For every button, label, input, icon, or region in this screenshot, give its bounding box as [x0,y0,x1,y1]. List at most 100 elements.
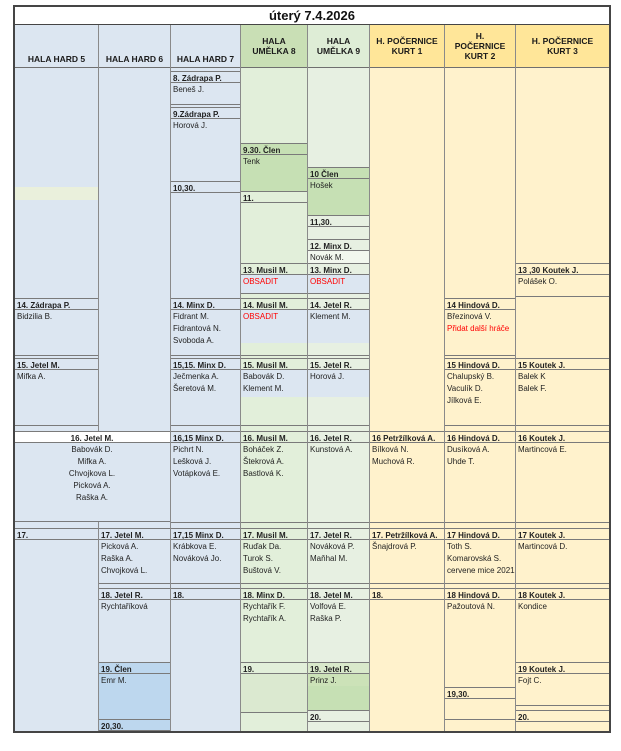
player-name-cell[interactable]: Rychtařík F. [243,602,286,611]
slot-header-cell[interactable]: 19. Člen [99,662,170,674]
player-name-cell[interactable]: Prinz J. [308,674,369,686]
player-name-cell[interactable]: Balek K [518,372,546,381]
player-name-cell[interactable]: Mifka A. [77,457,107,466]
player-name-cell[interactable]: Tenk [241,155,307,167]
player-name-cell[interactable]: Babovák D. [71,445,113,454]
slot-header-cell[interactable]: 18. Jetel M. [308,588,369,600]
slot-header-cell[interactable]: 16,15 Minx D. [171,431,240,443]
player-name-cell[interactable]: Nováková P. [310,542,355,551]
slot-header-cell[interactable]: 19. Jetel R. [308,662,369,674]
slot-header-cell[interactable]: 15 Hindová D. [445,358,515,370]
player-name-cell[interactable]: Uhde T. [447,457,475,466]
slot-header-cell[interactable]: 16. Jetel M. [15,431,170,443]
slot-header-cell[interactable]: 11,30. [308,215,369,227]
player-name-cell[interactable]: Rychtařík A. [243,614,287,623]
player-name-cell[interactable]: Kunstová A. [310,445,353,454]
slot-header-cell[interactable]: 17 Koutek J. [516,528,609,540]
player-name-cell[interactable]: Chalupský B. [447,372,495,381]
player-name-cell[interactable]: Šnajdrová P. [372,542,417,551]
slot-header-cell[interactable]: 20,30. [99,719,170,731]
player-name-cell[interactable]: Fojt C. [518,676,542,685]
player-name-cell[interactable]: Votápková E. [173,469,221,478]
player-name-cell[interactable]: Lešková J. [173,457,212,466]
player-name-cell[interactable]: cervene mice 2021 [447,566,515,575]
player-name-cell[interactable]: Picková A. [101,542,139,551]
player-name-cell[interactable]: Březinová V. [447,312,492,321]
player-name-cell[interactable]: Fidrantová N. [173,324,222,333]
slot-header-cell[interactable]: 16. Musil M. [241,431,307,443]
slot-header-cell[interactable]: 14 Hindová D. [445,298,515,310]
slot-header-cell[interactable]: 15 Koutek J. [516,358,609,370]
slot-header-cell[interactable]: 17. Musil M. [241,528,307,540]
player-name-cell[interactable]: Novák M. [308,251,369,263]
slot-header-cell[interactable]: 20. [308,710,369,722]
slot-header-cell[interactable]: 13. Minx D. [308,263,369,275]
slot-header-cell[interactable]: 10,30. [171,181,240,193]
slot-header-cell[interactable]: 13 ,30 Koutek J. [516,263,609,275]
player-name-cell[interactable]: Dusíková A. [447,445,490,454]
player-name-cell[interactable]: Klement M. [241,382,307,394]
player-name-cell[interactable]: Vaculík D. [447,384,483,393]
player-name-cell[interactable]: Turok S. [243,554,273,563]
slot-header-cell[interactable]: 14. Minx D. [171,298,240,310]
player-name-cell[interactable]: Toth S. [447,542,472,551]
slot-header-cell[interactable]: 18. [171,588,240,600]
player-name-cell[interactable]: Mifka A. [17,372,46,381]
player-name-cell[interactable]: Volfová E. [310,602,347,611]
player-name-cell[interactable]: Rychtaříková [101,602,148,611]
player-name-cell[interactable]: Krábkova E. [173,542,217,551]
slot-header-cell[interactable]: 15. Jetel M. [15,358,98,370]
slot-header-cell[interactable]: 13. Musil M. [241,263,307,275]
player-name-cell[interactable]: OBSADIT [241,275,307,287]
player-name-cell[interactable]: Horová J. [173,121,208,130]
player-name-cell[interactable]: Svoboda A. [173,336,214,345]
slot-header-cell[interactable]: 17. Petržílková A. [370,528,444,540]
player-name-cell[interactable]: Nováková Jo. [173,554,222,563]
player-name-cell[interactable]: OBSADIT [308,275,369,287]
player-name-cell[interactable]: Martincová E. [518,445,567,454]
slot-header-cell[interactable]: 16 Hindová D. [445,431,515,443]
slot-header-cell[interactable]: 11. [241,191,307,203]
player-name-cell[interactable]: Muchová R. [372,457,415,466]
player-name-cell[interactable]: Pichrt N. [173,445,204,454]
slot-header-cell[interactable]: 16. Jetel R. [308,431,369,443]
player-name-cell[interactable]: Hošek [308,179,369,191]
player-name-cell[interactable]: Štekrová A. [243,457,284,466]
player-name-cell[interactable]: Maňhal M. [310,554,348,563]
slot-header-cell[interactable]: 17. Jetel M. [99,528,170,540]
player-name-cell[interactable]: Balek F. [518,384,547,393]
player-name-cell[interactable]: Bastlová K. [243,469,284,478]
slot-header-cell[interactable]: 15. Jetel R. [308,358,369,370]
player-name-cell[interactable]: Pažoutová N. [447,602,496,611]
player-name-cell[interactable]: Klement M. [308,310,369,322]
slot-header-cell[interactable]: 18. Jetel R. [99,588,170,600]
slot-header-cell[interactable]: 15,15. Minx D. [171,358,240,370]
slot-header-cell[interactable]: 17. Jetel R. [308,528,369,540]
player-name-cell[interactable]: Beneš J. [173,85,205,94]
player-name-cell[interactable]: Martincová D. [518,542,568,551]
slot-header-cell[interactable]: 10 Člen [308,167,369,179]
slot-header-cell[interactable]: 14. Jetel R. [308,298,369,310]
player-name-cell[interactable]: Ječmenka A. [173,372,219,381]
slot-header-cell[interactable]: 20. [516,710,609,722]
slot-header-cell[interactable]: 17,15 Minx D. [171,528,240,540]
slot-header-cell[interactable]: 8. Zádrapa P. [171,71,240,83]
slot-header-cell[interactable]: 18 Hindová D. [445,588,515,600]
player-name-cell[interactable]: Šeretová M. [173,384,217,393]
slot-header-cell[interactable]: 16 Koutek J. [516,431,609,443]
player-name-cell[interactable]: Chvojková L. [101,566,148,575]
slot-header-cell[interactable]: 14. Zádrapa P. [15,298,98,310]
player-name-cell[interactable]: Emr M. [99,674,170,686]
player-name-cell[interactable]: Babovák D. [241,370,307,382]
player-name-cell[interactable]: Fidrant M. [173,312,210,321]
player-name-cell[interactable]: Přidat další hráče [447,324,510,333]
slot-header-cell[interactable]: 17. [15,528,98,540]
slot-header-cell[interactable]: 17 Hindová D. [445,528,515,540]
player-name-cell[interactable]: Boháček Z. [243,445,284,454]
player-name-cell[interactable]: Bidzilia B. [17,312,53,321]
player-name-cell[interactable]: Kondice [518,602,547,611]
slot-header-cell[interactable]: 14. Musil M. [241,298,307,310]
player-name-cell[interactable]: Jílková E. [447,396,482,405]
player-name-cell[interactable]: Komarovská S. [447,554,502,563]
player-name-cell[interactable]: Raška A. [75,493,108,502]
